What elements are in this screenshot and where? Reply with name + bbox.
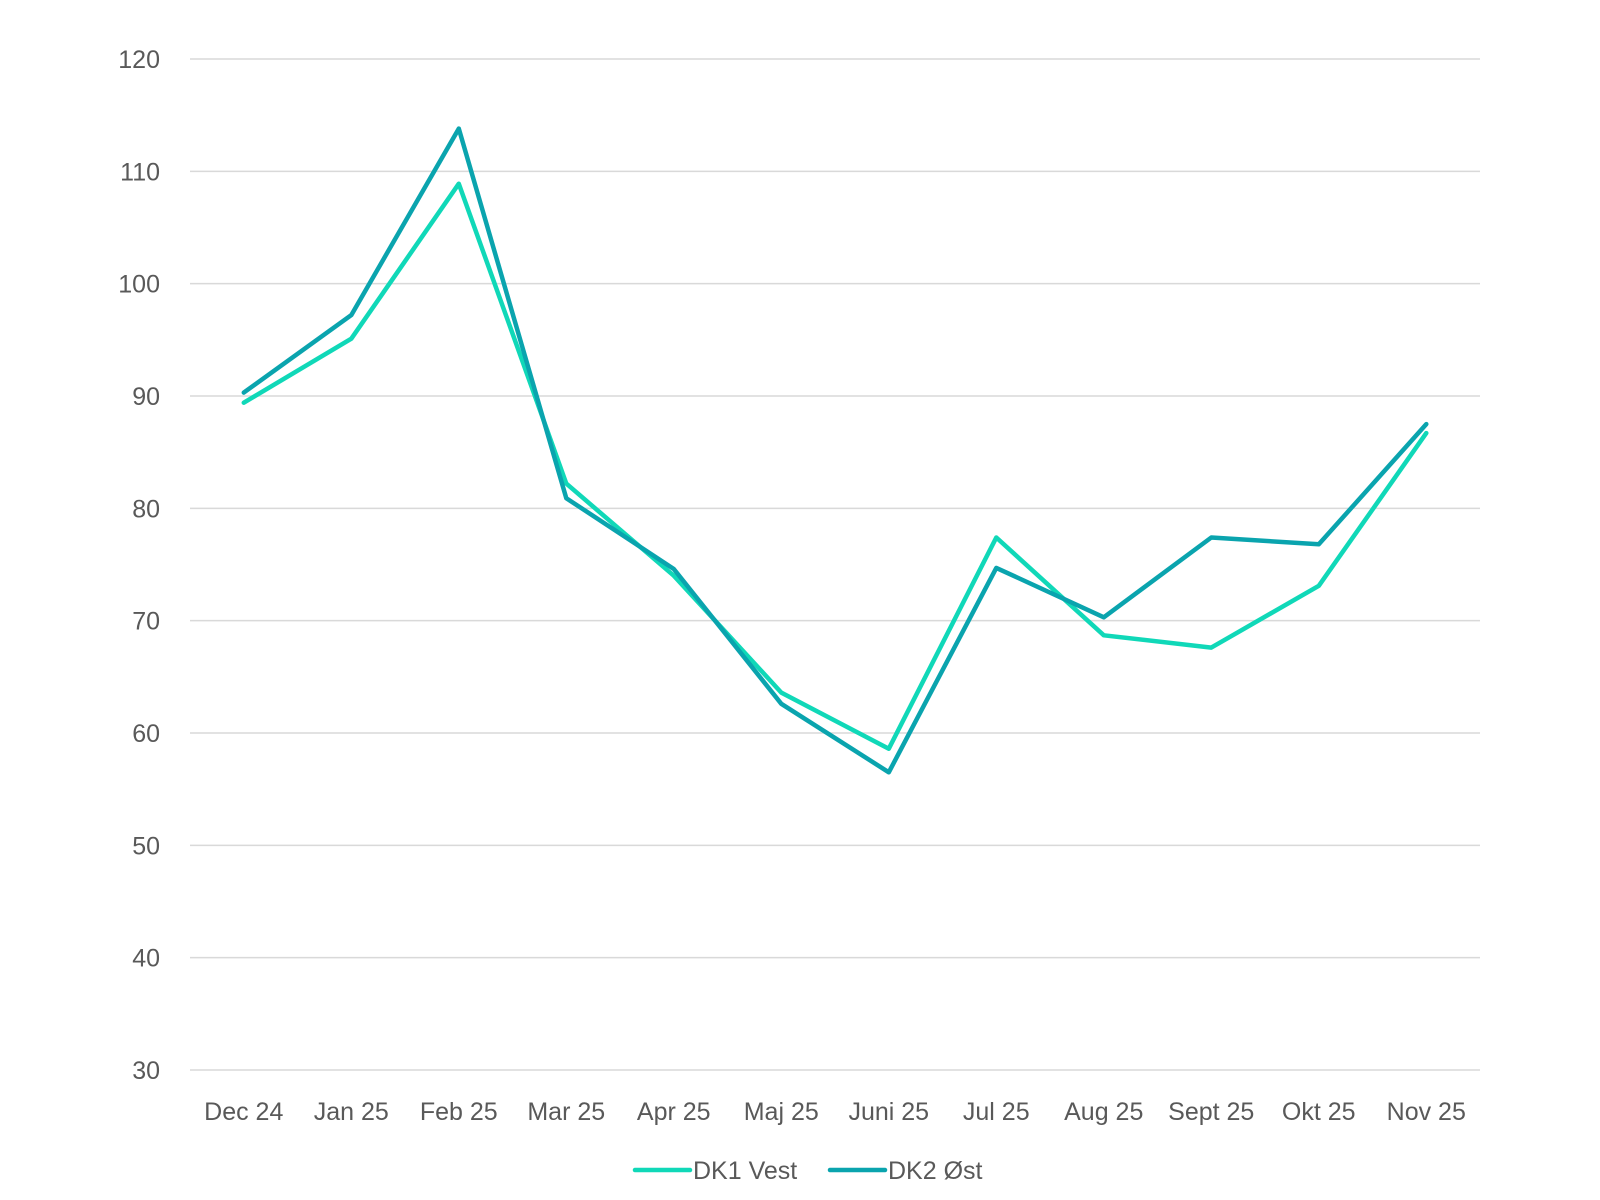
series-line-2 [241,126,1429,775]
legend-label: DK2 Øst [888,1157,983,1185]
y-tick-label: 60 [132,720,160,748]
series-lines [241,126,1429,775]
y-tick-label: 80 [132,495,160,523]
legend-label: DK1 Vest [693,1157,797,1185]
x-tick-label: Dec 24 [204,1098,283,1126]
y-axis-tick-labels: 30 40 50 60 70 80 90 100 110 120 [118,46,160,1085]
x-tick-label: Jan 25 [314,1098,389,1126]
legend: DK1 Vest DK2 Øst [632,1157,983,1185]
x-tick-label: Juni 25 [848,1098,929,1126]
x-tick-label: Aug 25 [1064,1098,1143,1126]
x-tick-label: Apr 25 [637,1098,711,1126]
x-tick-label: Nov 25 [1387,1098,1466,1126]
y-tick-label: 100 [118,271,160,299]
x-tick-label: Sept 25 [1168,1098,1254,1126]
x-tick-label: Jul 25 [963,1098,1030,1126]
y-tick-label: 40 [132,945,160,973]
x-tick-label: Maj 25 [744,1098,819,1126]
y-tick-label: 70 [132,608,160,636]
y-tick-label: 90 [132,383,160,411]
series-line-1 [241,181,1429,751]
x-tick-label: Feb 25 [420,1098,498,1126]
y-tick-label: 30 [132,1057,160,1085]
x-tick-label: Okt 25 [1282,1098,1356,1126]
x-axis-tick-labels: Dec 24 Jan 25 Feb 25 Mar 25 Apr 25 Maj 25 Juni… [204,1098,1466,1126]
x-tick-label: Mar 25 [527,1098,605,1126]
gridlines [190,58,1480,1071]
y-tick-label: 110 [120,158,160,186]
y-tick-label: 50 [132,832,160,860]
y-tick-label: 120 [118,46,160,74]
